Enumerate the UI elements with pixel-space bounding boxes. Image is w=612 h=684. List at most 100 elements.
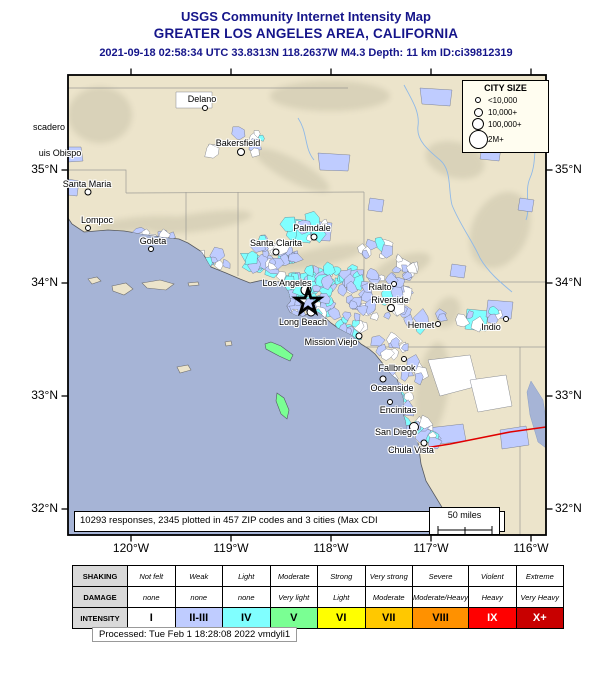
city-dot-mission-viejo	[355, 332, 363, 340]
legend-row-shaking: SHAKING Not felt Weak Light Moderate Strong Ve…	[72, 565, 565, 587]
map-region-title: GREATER LOS ANGELES AREA, CALIFORNIA	[153, 26, 459, 41]
zip-region	[395, 297, 404, 305]
zip-region	[258, 235, 269, 247]
zip-region	[403, 314, 415, 328]
zip-region	[204, 143, 220, 159]
city-dot-lompoc	[85, 225, 91, 231]
epicenter-star	[291, 284, 325, 317]
zip-region	[517, 197, 535, 213]
zip-region	[351, 319, 360, 328]
legend-cell-damage: none	[127, 586, 176, 608]
zip-region	[437, 313, 448, 322]
zip-region	[250, 147, 260, 158]
zip-region	[231, 126, 246, 140]
zip-region	[413, 308, 429, 329]
city-dot-goleta	[148, 246, 154, 252]
city-dot-santa-clarita	[272, 248, 280, 256]
city-size-entry: 100,000+	[468, 118, 548, 130]
lon-label: 118°W	[313, 541, 349, 555]
city-dot-scadero	[60, 131, 65, 136]
zip-region	[469, 374, 513, 413]
zip-region	[222, 258, 231, 269]
legend-cell-shaking: Weak	[174, 565, 223, 587]
zip-region	[470, 316, 484, 333]
legend-cell-damage: Very Heavy	[515, 586, 565, 608]
axis-ticks	[61, 68, 553, 542]
lat-label-left: 35°N	[31, 162, 58, 176]
lon-label: 117°W	[413, 541, 449, 555]
legend-cell-intensity: V	[269, 607, 318, 629]
legend-cell-damage: none	[174, 586, 223, 608]
zip-region	[319, 293, 331, 305]
city-size-label: <10,000	[488, 95, 518, 105]
lat-label-left: 32°N	[31, 501, 58, 515]
legend-row-header: INTENSITY	[72, 607, 128, 629]
city-size-circle-icon	[473, 107, 483, 117]
zip-region	[279, 216, 296, 232]
footer-processed: Processed: Tue Feb 1 18:28:08 2022 vmdyl…	[92, 627, 298, 642]
zip-region	[401, 343, 409, 351]
legend-cell-intensity: X+	[515, 607, 565, 629]
zip-region	[380, 348, 395, 361]
zip-region	[353, 312, 361, 322]
legend-cell-shaking: Light	[222, 565, 271, 587]
intensity-legend-table: SHAKING Not felt Weak Light Moderate Strong Ve…	[72, 565, 565, 629]
lat-label-right: 34°N	[555, 275, 582, 289]
zip-region	[311, 285, 322, 292]
zip-region	[367, 197, 385, 213]
city-dot-san-diego	[409, 422, 419, 432]
zip-region	[379, 296, 389, 306]
zip-region	[342, 311, 352, 321]
zip-region	[455, 313, 470, 328]
zip-region	[364, 299, 377, 316]
zip-region	[356, 305, 368, 317]
zip-region	[391, 266, 402, 273]
zip-region	[244, 250, 258, 265]
responses-status: 10293 responses, 2345 plotted in 457 ZIP…	[74, 511, 505, 532]
city-dot-santa-maria	[84, 188, 92, 196]
legend-row-damage: DAMAGE none none none Very light Light Moderat…	[72, 586, 565, 608]
lon-label: 119°W	[213, 541, 249, 555]
scale-bar-label: 50 miles	[447, 510, 482, 520]
legend-cell-shaking: Violent	[468, 565, 517, 587]
legend-cell-intensity: I	[127, 607, 176, 629]
zip-region	[268, 262, 278, 271]
legend-cell-damage: Very light	[269, 586, 318, 608]
zip-region	[405, 261, 418, 274]
city-size-circle-icon	[475, 97, 481, 103]
city-dot-fallbrook	[401, 356, 407, 362]
legend-cell-damage: Moderate/Heavy	[411, 586, 470, 608]
scale-bar-icon	[437, 526, 492, 534]
international-border-line	[418, 426, 546, 450]
zip-region	[321, 223, 330, 230]
legend-cell-shaking: Not felt	[127, 565, 176, 587]
channel-islands	[87, 276, 233, 374]
zip-region	[68, 178, 80, 197]
zip-region	[381, 244, 393, 259]
lon-label: 116°W	[513, 541, 549, 555]
zip-region	[311, 227, 327, 244]
zip-region	[400, 368, 410, 382]
legend-cell-damage: Moderate	[364, 586, 413, 608]
legend-cell-shaking: Severe	[411, 565, 470, 587]
zip-region	[419, 87, 453, 107]
lat-label-left: 34°N	[31, 275, 58, 289]
legend-cell-intensity: IX	[468, 607, 517, 629]
lat-label-left: 33°N	[31, 388, 58, 402]
lat-label-right: 35°N	[555, 162, 582, 176]
city-size-circle-icon	[468, 130, 488, 149]
legend-cell-intensity: VI	[317, 607, 366, 629]
city-size-legend: CITY SIZE <10,000 10,000+ 100,000+ 2M+	[462, 80, 549, 153]
map-title: USGS Community Internet Intensity Map	[181, 9, 431, 24]
scale-bar: 50 miles	[429, 507, 500, 535]
city-size-legend-title: CITY SIZE	[484, 83, 527, 93]
city-dot-riverside	[387, 304, 395, 312]
zip-region	[337, 283, 348, 297]
zip-region	[321, 274, 334, 291]
zip-region	[414, 372, 424, 386]
city-dot-chula-vista	[420, 439, 428, 447]
zip-region	[361, 249, 370, 260]
zip-region	[403, 391, 414, 402]
zip-region	[383, 311, 391, 320]
legend-cell-shaking: Extreme	[515, 565, 565, 587]
